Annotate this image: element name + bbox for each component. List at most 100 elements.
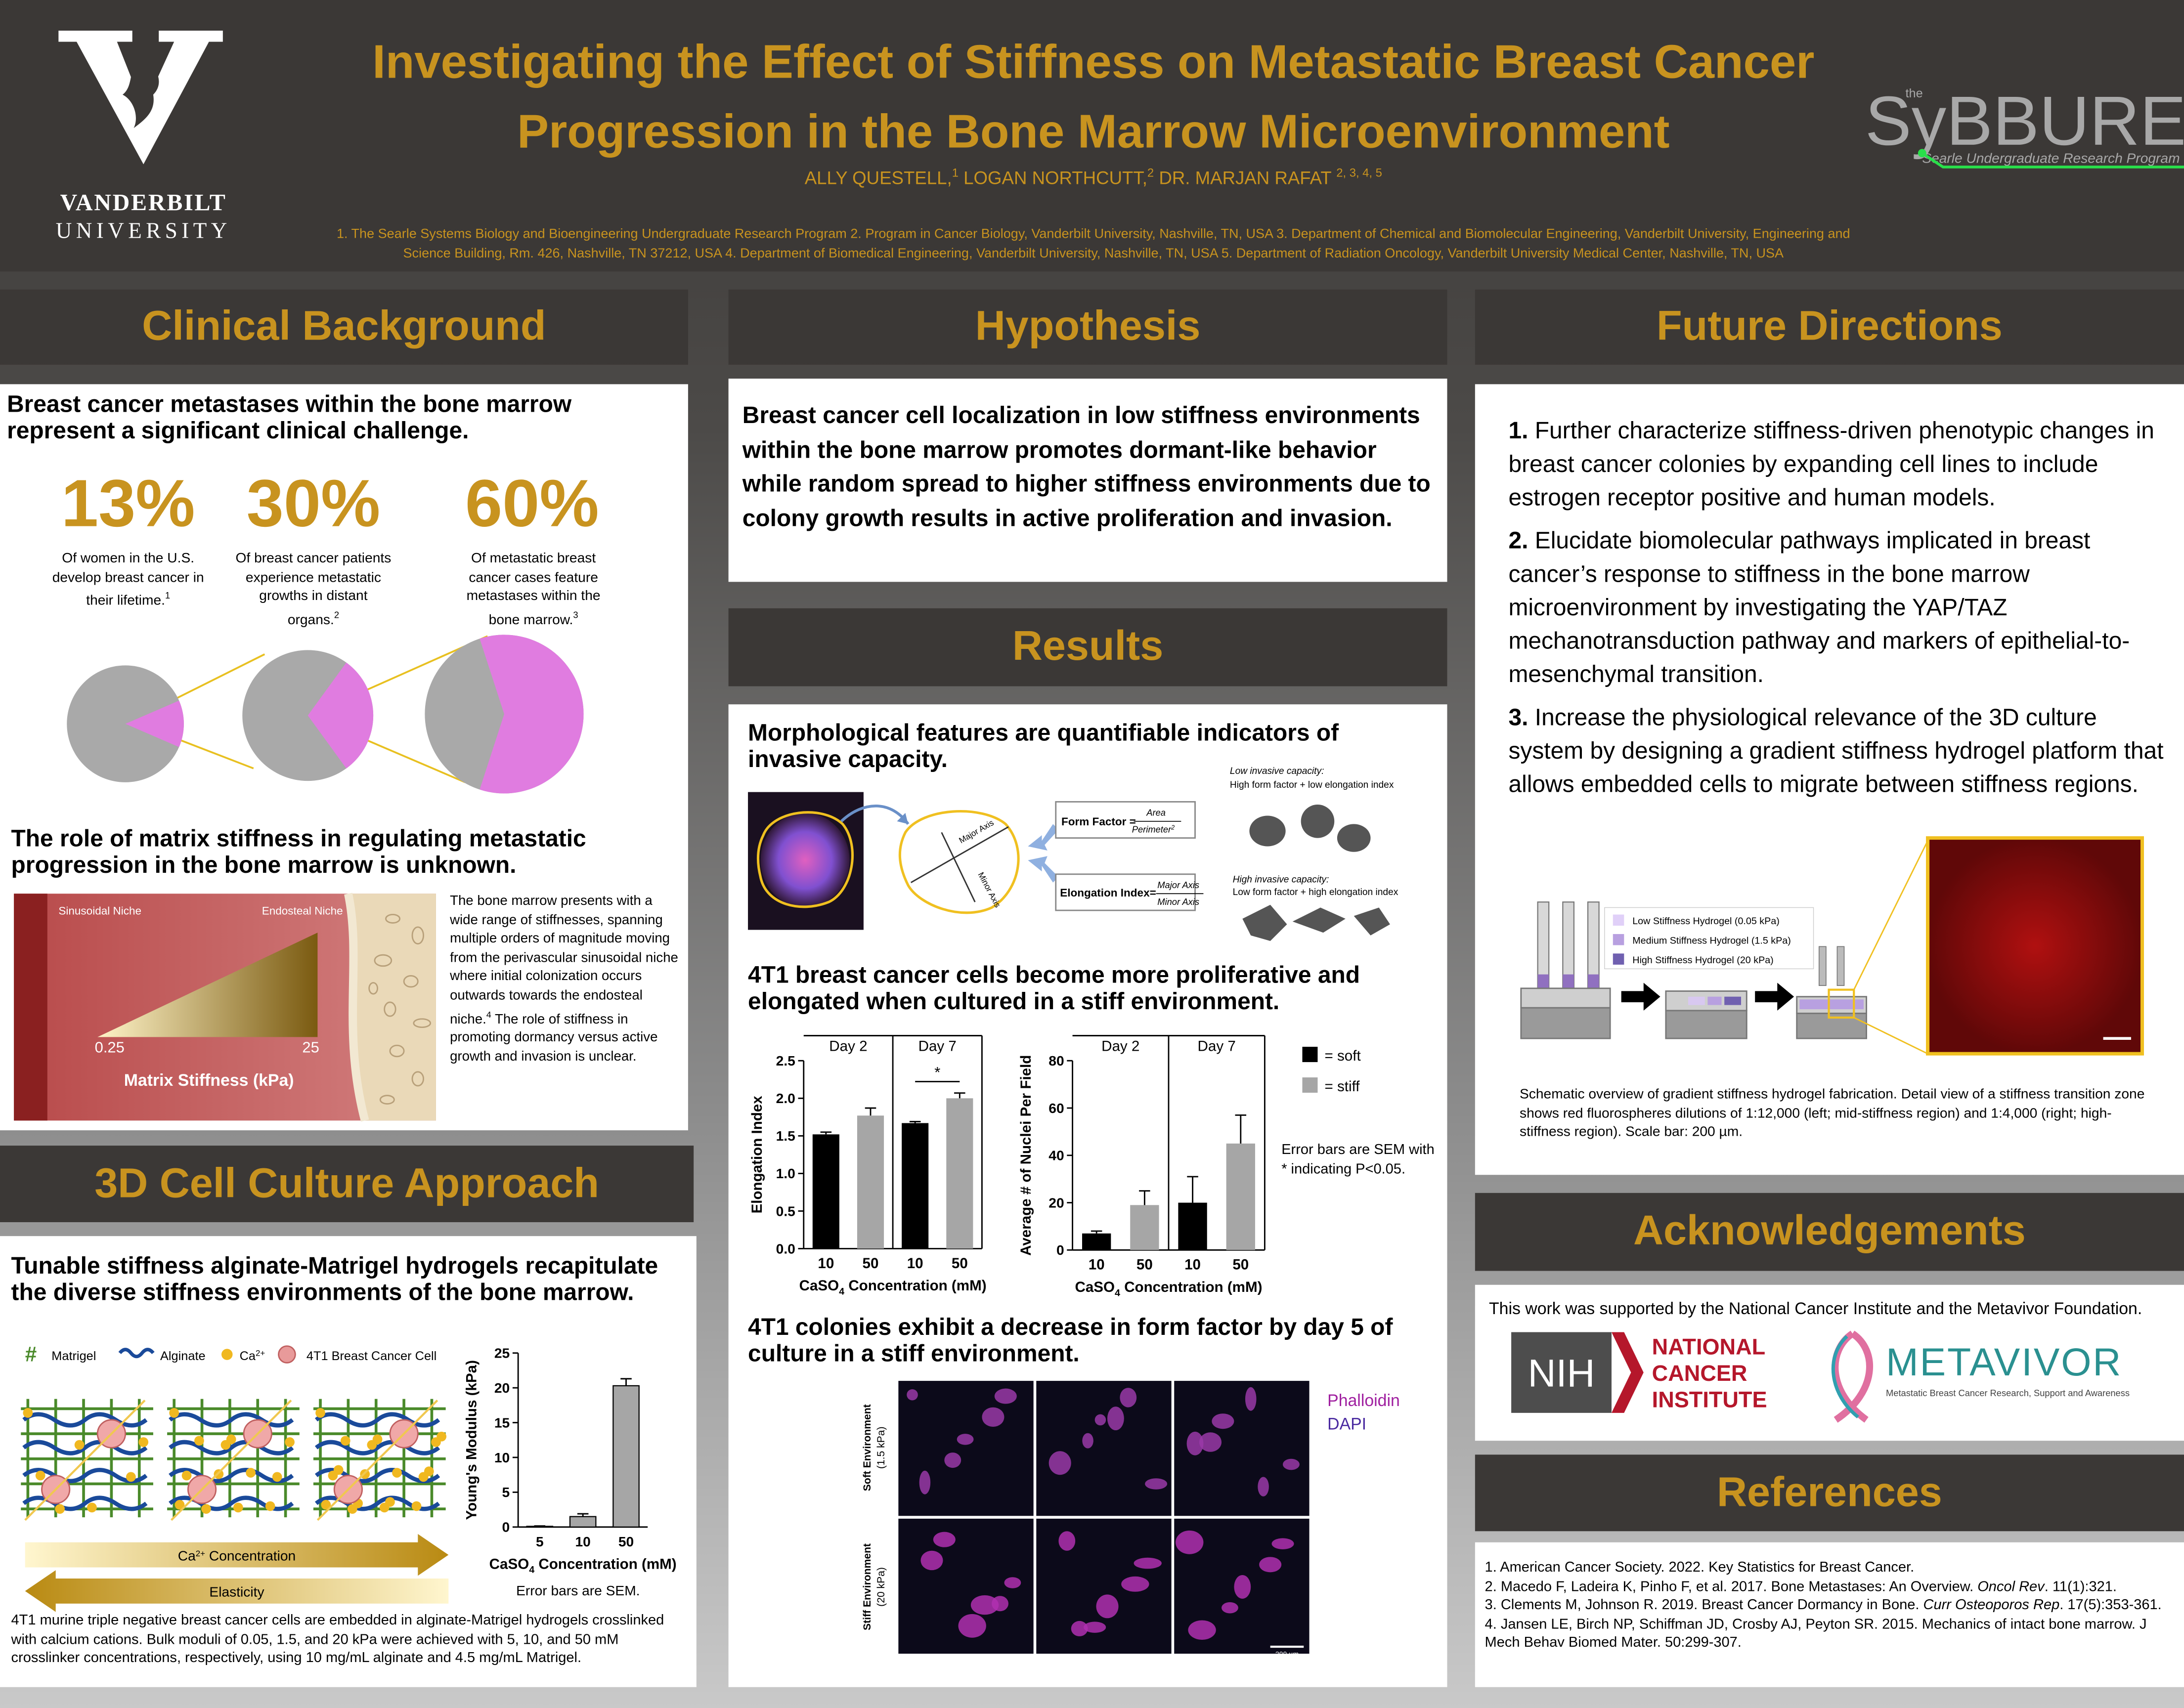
alginate-fiber [314, 1412, 440, 1428]
morphology-figure: Major Axis Minor Axis Form Factor = Area… [748, 766, 1398, 941]
alginate-fiber [22, 1440, 148, 1455]
group-label: Day 2 [829, 1038, 867, 1055]
legend-swatch [1302, 1077, 1318, 1093]
pie-slice [125, 700, 184, 747]
culture-illustration: # Matrigel Alginate Ca2+ 4T1 Breast Canc… [21, 1343, 640, 1612]
colony [907, 1389, 918, 1401]
y-tick-label: 0 [502, 1519, 510, 1535]
reference-text: 3. Clements M, Johnson R. 2019. Breast C… [1485, 1598, 1923, 1614]
colony [1004, 1577, 1021, 1588]
calcium-ion [340, 1436, 350, 1446]
heading: Morphological features are quantifiable … [748, 720, 1339, 773]
stat-text: Of breast cancer patients experience met… [235, 551, 392, 628]
x-tick-label: 5 [536, 1534, 544, 1549]
logo-line: VANDERBILT [60, 189, 227, 216]
x-tick-label: 50 [863, 1255, 879, 1272]
heading: The role of matrix stiffness in regulati… [11, 825, 586, 879]
authors: ALLY QUESTELL,1 LOGAN NORTHCUTT,2 DR. MA… [251, 166, 1936, 188]
colony [1145, 1478, 1168, 1490]
stat-text: Of metastatic breast cancer cases featur… [455, 550, 612, 631]
hydrogel-schematic: Low Stiffness Hydrogel (0.05 kPa) Medium… [1520, 836, 2144, 1056]
y-tick-label: 20 [1048, 1195, 1064, 1210]
colony [1134, 1557, 1162, 1569]
stain-label: Phalloidin [1327, 1391, 1400, 1410]
paragraph: The bone marrow presents with a wide ran… [450, 892, 684, 1067]
colony [1094, 1414, 1106, 1426]
migration-arrow [201, 1455, 236, 1491]
y-tick-label: 40 [1048, 1148, 1064, 1163]
colony [1058, 1531, 1076, 1551]
affiliation-line: Science Building, Rm. 426, Nashville, TN… [403, 246, 1784, 262]
author-sup: 2 [1147, 166, 1154, 180]
colony [1271, 1538, 1294, 1549]
paragraph: The role of stiffness in promoting dorma… [450, 1012, 658, 1065]
diagram-label: 25 [302, 1038, 319, 1056]
capacity-title: High invasive capacity: [1233, 875, 1329, 885]
axis-label: Major Axis [958, 818, 996, 845]
calcium-ion [392, 1468, 402, 1478]
panel [1475, 1542, 2184, 1687]
formula-label: Elongation Index= [1060, 887, 1156, 899]
legend-label: Low Stiffness Hydrogel (0.05 kPa) [1632, 916, 1780, 927]
legend-label: Ca [240, 1349, 256, 1363]
colony [1212, 1413, 1234, 1429]
bar [1178, 1202, 1207, 1250]
migration-arrow [171, 1489, 203, 1521]
migration-arrow [403, 1400, 438, 1435]
colony [1245, 1387, 1257, 1411]
panel [728, 379, 1447, 582]
section-header: 3D Cell Culture Approach [0, 1146, 694, 1222]
calcium-ion [87, 1502, 97, 1513]
colony [920, 1550, 943, 1571]
calcium-ion [35, 1470, 45, 1481]
migration-arrow [316, 1489, 349, 1521]
chart-note: Error bars are SEM. [516, 1582, 640, 1598]
calcium-ion [246, 1468, 256, 1478]
x-tick-label: 10 [575, 1534, 590, 1549]
legend-swatch [1302, 1047, 1318, 1063]
calcium-ion [272, 1472, 282, 1482]
error-bar [1235, 1114, 1247, 1144]
stat-text: Of women in the U.S. develop breast canc… [51, 550, 205, 611]
y-tick-label: 0.0 [776, 1240, 795, 1256]
bar [1082, 1233, 1111, 1250]
reference: 4. Jansen LE, Birch NP, Schiffman JD, Cr… [1485, 1616, 2175, 1654]
alginate-fiber [22, 1412, 148, 1428]
x-axis-label-sub: 4 [839, 1286, 844, 1297]
x-tick-label: 50 [1136, 1257, 1153, 1273]
x-tick-label: 50 [952, 1255, 968, 1272]
error-bar [1139, 1190, 1150, 1205]
arrow-sup: 2+ [196, 1549, 205, 1558]
y-tick-label: 0 [1056, 1242, 1064, 1258]
section-header: References [1475, 1454, 2184, 1532]
colony [994, 1388, 1017, 1404]
paragraph-sup: 4 [486, 1010, 491, 1020]
bar [612, 1385, 640, 1528]
y-tick-label: 15 [494, 1414, 510, 1430]
stat-sup: 2 [334, 610, 340, 621]
reference: 1. American Cancer Society. 2022. Key St… [1485, 1559, 2175, 1578]
error-bar [865, 1107, 876, 1116]
calcium-ion [411, 1501, 422, 1511]
reference-text: . 17(5):353-361. [2059, 1598, 2162, 1614]
pie-slice [480, 635, 584, 794]
y-tick-label: 80 [1048, 1053, 1064, 1068]
colony [919, 1470, 931, 1494]
pie-slice [307, 662, 374, 769]
formula-den: Minor Axis [1157, 897, 1199, 907]
migration-arrow [55, 1455, 90, 1491]
section-header: Clinical Background [0, 289, 688, 365]
heading: 4T1 breast cancer cells become more prol… [748, 962, 1360, 1015]
metavivor-name: METAVIVOR [1886, 1340, 2122, 1384]
stat-sup: 3 [573, 610, 578, 621]
x-tick-label: 10 [907, 1255, 923, 1272]
colony [1176, 1530, 1204, 1554]
formula-exp: 2 [1171, 824, 1175, 831]
y-tick-label: 0.5 [776, 1203, 795, 1219]
author-sup: 2, 3, 4, 5 [1336, 166, 1382, 180]
author: DR. MARJAN RAFAT [1159, 167, 1332, 189]
calcium-ion [181, 1470, 192, 1481]
capacity-text: High form factor + low elongation index [1230, 780, 1394, 790]
x-axis-label: CaSO4 Concentration (mM) [799, 1278, 987, 1297]
scale-label: 200 µm [1275, 1650, 1299, 1658]
